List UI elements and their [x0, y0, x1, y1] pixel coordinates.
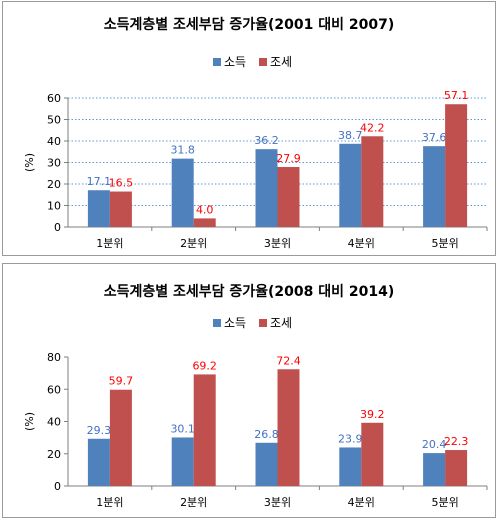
bar-income	[87, 190, 110, 227]
x-tick-label: 2분위	[180, 496, 207, 509]
bar-tax	[445, 450, 468, 486]
data-label-tax: 4.0	[196, 203, 214, 216]
y-tick-label: 0	[54, 480, 61, 493]
chart-panel-2008-2014: 소득계층별 조세부담 증가율(2008 대비 2014) 소득 조세 0 20 40 60 8…	[2, 263, 496, 518]
y-tick-label: 80	[47, 351, 61, 364]
legend-swatch-2	[259, 319, 267, 327]
bar-income	[87, 438, 110, 486]
legend-label-2: 조세	[270, 316, 292, 330]
chart-title: 소득계층별 조세부담 증가율(2008 대비 2014)	[104, 283, 395, 300]
x-tick-label: 2분위	[180, 237, 207, 250]
data-label-tax: 27.9	[276, 152, 301, 165]
bar-income	[339, 143, 362, 227]
y-tick-label: 20	[47, 448, 61, 461]
chart-panel-2001-2007: 소득계층별 조세부담 증가율(2001 대비 2007) 소득 조세 0 10 20 30 4…	[2, 1, 496, 256]
data-label-income: 20.4	[422, 438, 447, 451]
bar-tax	[445, 104, 468, 227]
y-tick-label: 40	[47, 416, 61, 429]
x-tick-label: 5분위	[431, 237, 458, 250]
x-tick-label: 1분위	[96, 237, 123, 250]
data-label-income: 23.9	[338, 432, 363, 445]
data-label-tax: 69.2	[192, 359, 217, 372]
chart-svg-2001-2007: 소득계층별 조세부담 증가율(2001 대비 2007) 소득 조세 0 10 20 30 4…	[23, 16, 488, 250]
y-tick-label: 0	[54, 221, 61, 234]
y-tick-label: 60	[47, 92, 61, 105]
chart-svg-2008-2014: 소득계층별 조세부담 증가율(2008 대비 2014) 소득 조세 0 20 40 60 8…	[23, 283, 488, 509]
legend-label-1: 소득	[224, 316, 246, 330]
bar-tax	[277, 369, 300, 486]
y-tick-label: 60	[47, 383, 61, 396]
y-axis-label: (%)	[23, 412, 36, 431]
x-tick-label: 1분위	[96, 496, 123, 509]
y-tick-label: 30	[47, 157, 61, 170]
bar-income	[171, 437, 194, 486]
legend-label-2: 조세	[270, 55, 292, 69]
x-tick-label: 3분위	[264, 237, 291, 250]
chart-legend: 소득 조세	[213, 55, 292, 69]
data-label-tax: 39.2	[360, 408, 385, 421]
y-tick-label: 40	[47, 135, 61, 148]
data-label-tax: 42.2	[360, 121, 385, 134]
legend-swatch-1	[213, 319, 221, 327]
data-label-tax: 59.7	[109, 375, 134, 388]
y-tick-label: 20	[47, 178, 61, 191]
chart-legend: 소득 조세	[213, 316, 292, 330]
legend-swatch-2	[259, 58, 267, 66]
bar-income	[423, 453, 446, 486]
data-label-income: 17.1	[87, 175, 112, 188]
data-label-income: 30.1	[170, 422, 195, 435]
bar-tax	[361, 422, 384, 486]
x-tick-label: 3분위	[264, 496, 291, 509]
data-label-income: 29.3	[87, 424, 112, 437]
bar-income	[423, 146, 446, 227]
x-tick-label: 4분위	[348, 237, 375, 250]
y-axis-label: (%)	[23, 153, 36, 172]
data-label-income: 37.6	[422, 131, 447, 144]
data-label-income: 36.2	[254, 134, 279, 147]
bar-tax	[109, 389, 132, 486]
bar-tax	[277, 167, 300, 227]
data-label-tax: 57.1	[444, 89, 469, 102]
data-label-tax: 22.3	[444, 435, 469, 448]
bar-income	[339, 447, 362, 486]
data-label-income: 38.7	[338, 129, 363, 142]
x-tick-label: 4분위	[348, 496, 375, 509]
bar-tax	[361, 136, 384, 227]
y-tick-label: 10	[47, 200, 61, 213]
bar-income	[255, 149, 278, 227]
bar-tax	[109, 191, 132, 227]
data-label-income: 26.8	[254, 428, 279, 441]
bar-tax	[193, 374, 216, 486]
data-label-tax: 16.5	[109, 177, 134, 190]
data-label-income: 31.8	[170, 144, 195, 157]
legend-swatch-1	[213, 58, 221, 66]
bar-tax	[193, 218, 216, 227]
x-tick-label: 5분위	[431, 496, 458, 509]
legend-label-1: 소득	[224, 55, 246, 69]
chart-title: 소득계층별 조세부담 증가율(2001 대비 2007)	[104, 16, 395, 33]
bar-income	[255, 442, 278, 486]
y-tick-label: 50	[47, 114, 61, 127]
bar-income	[171, 158, 194, 227]
data-label-tax: 72.4	[276, 354, 301, 367]
